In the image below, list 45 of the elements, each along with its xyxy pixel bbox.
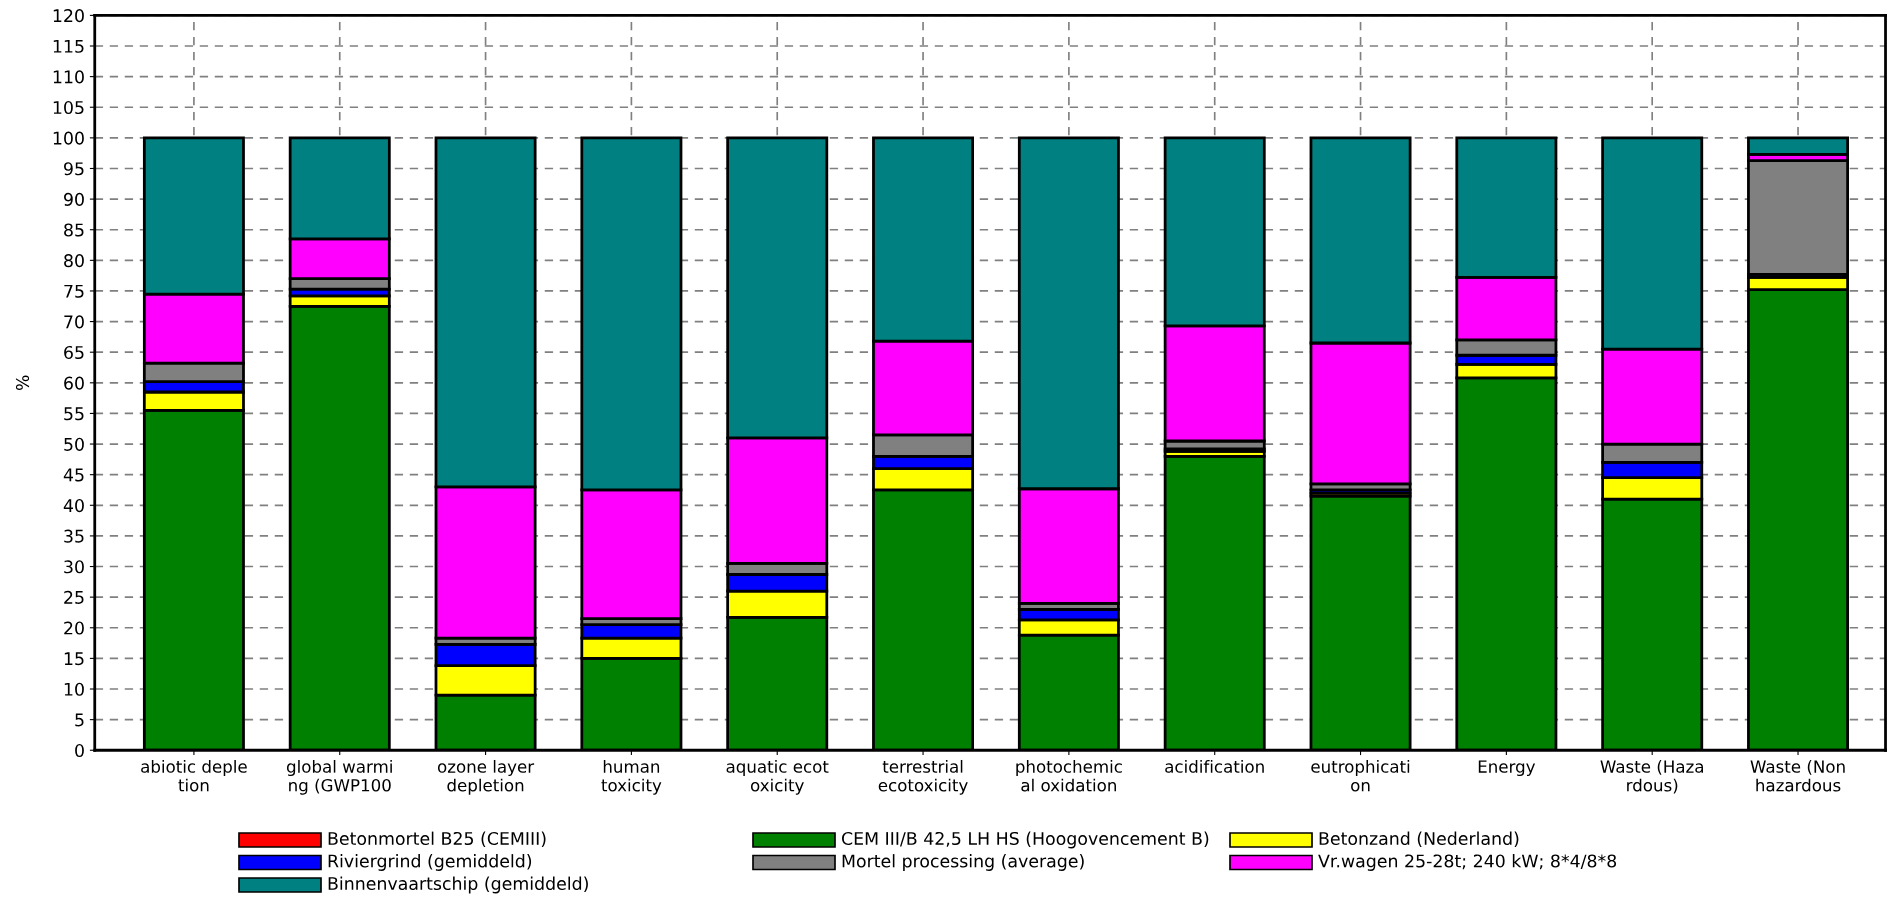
y-tick-label: 35 [64, 529, 84, 543]
legend-label: Betonmortel B25 (CEMIII) [328, 831, 546, 848]
y-tick-label: 10 [64, 682, 84, 696]
legend-label: CEM III/B 42,5 LH HS (Hoogovencement B) [841, 831, 1209, 849]
y-tick-label: 65 [64, 345, 84, 360]
y-tick-label: 0 [75, 743, 84, 758]
y-tick-label: 55 [64, 407, 84, 421]
x-tick-label: Waste (Non hazardous [1750, 759, 1845, 792]
y-tick-label: 95 [64, 162, 84, 176]
y-tick-label: 25 [64, 590, 84, 604]
y-tick-label: 80 [64, 254, 84, 268]
y-tick-label: 85 [64, 223, 84, 237]
y-tick-label: 30 [64, 560, 84, 574]
y-tick-label: 5 [75, 713, 84, 727]
y-tick-label: 40 [63, 499, 84, 513]
x-tick-label: photochemic al oxidation [1016, 759, 1122, 792]
y-tick-label: 50 [64, 437, 84, 451]
legend-label: Binnenvaartschip (gemiddeld) [328, 876, 588, 894]
x-tick-label: aquatic ecot oxicity [726, 759, 829, 795]
y-tick-label: 100 [53, 131, 84, 145]
legend-label: Riviergrind (gemiddeld) [328, 854, 532, 871]
y-tick-label: 60 [64, 376, 84, 390]
x-tick-label: Energy [1478, 760, 1536, 777]
y-tick-label: 110 [53, 70, 84, 84]
legend-label: Mortel processing (average) [842, 854, 1084, 871]
x-tick-label: terrestrial ecotoxicity [878, 759, 968, 795]
x-tick-label: eutrophicati on [1311, 759, 1410, 792]
x-tick-label: global warmi ng (GWP100 [286, 759, 392, 795]
y-tick-label: 20 [64, 621, 84, 635]
x-tick-label: Waste (Haza rdous) [1600, 759, 1703, 794]
y-tick-label: 115 [53, 39, 84, 53]
y-tick-label: 120 [53, 9, 84, 23]
y-tick-label: 75 [64, 284, 84, 298]
y-tick-label: 70 [64, 315, 84, 329]
y-tick-label: 15 [64, 652, 84, 666]
legend-label: Betonzand (Nederland) [1319, 831, 1519, 848]
x-tick-label: acidification [1165, 759, 1264, 773]
x-tick-label: human toxicity [601, 759, 662, 795]
y-tick-label: 105 [53, 100, 84, 115]
y-axis-title: % [15, 375, 30, 391]
legend-label: Vr.wagen 25-28t; 240 kW; 8*4/8*8 [1318, 854, 1617, 871]
x-tick-label: ozone layer depletion [437, 759, 535, 795]
y-tick-label: 45 [63, 468, 84, 482]
x-tick-label: abiotic deple tion [141, 759, 247, 792]
y-tick-label: 90 [64, 192, 84, 206]
